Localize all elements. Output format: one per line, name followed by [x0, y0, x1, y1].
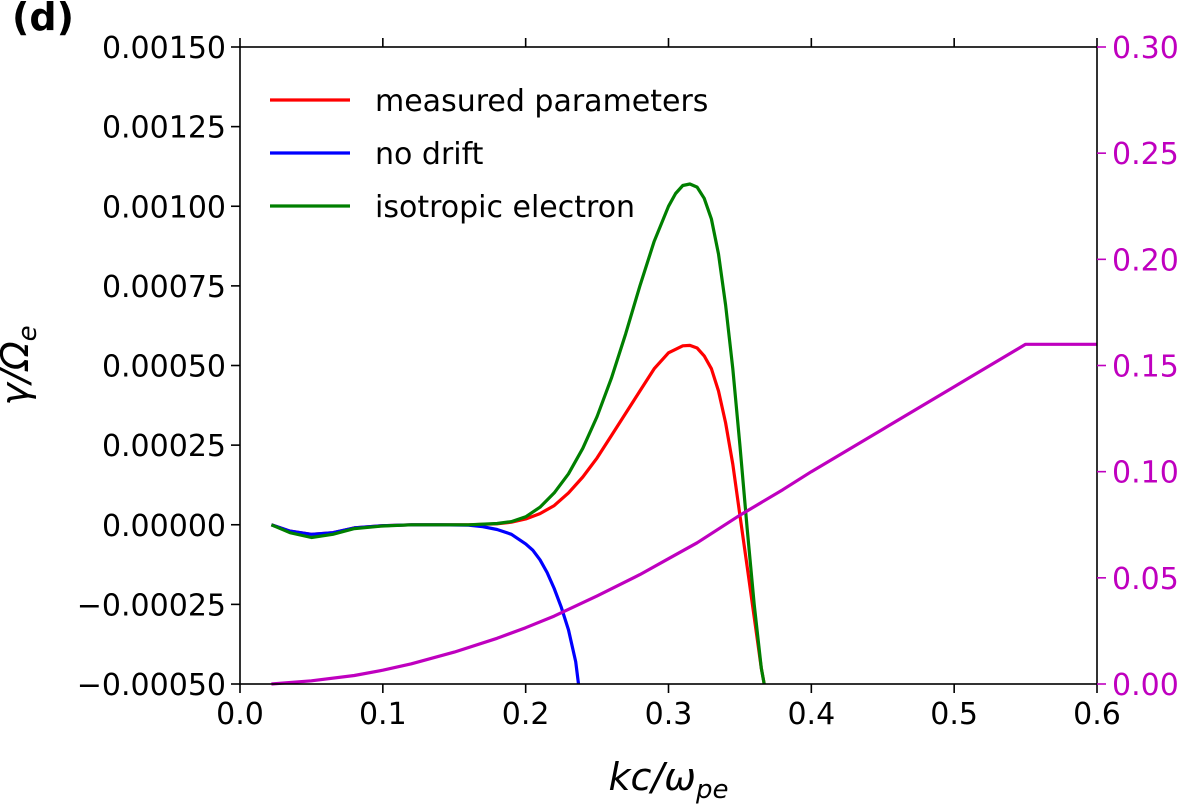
y-axis-label-base: γ/Ω: [0, 341, 37, 405]
x-tick-label: 0.1: [359, 697, 407, 732]
x-axis-label: kc/ωpe: [608, 755, 728, 805]
y-tick-label-right: 0.30: [1112, 31, 1179, 66]
legend: measured parameters no drift isotropic ele…: [270, 84, 708, 225]
x-tick-label: 0.4: [787, 697, 835, 732]
y-tick-label-right: 0.10: [1112, 456, 1179, 491]
y-tick-label-right: 0.00: [1112, 668, 1179, 703]
y-axis-label-subscript: e: [13, 325, 43, 341]
series-line-2: [270, 182, 766, 685]
x-tick-label: 0.3: [645, 697, 693, 732]
x-tick-label: 0.6: [1073, 697, 1121, 732]
y-tick-label: 0.00050: [102, 350, 226, 385]
y-tick-label-right: 0.25: [1112, 137, 1179, 172]
y-tick-label-right: 0.20: [1112, 243, 1179, 278]
y-tick-label: 0.00125: [102, 111, 226, 146]
legend-label-2: isotropic electron: [375, 190, 635, 225]
panel-label: (d): [12, 0, 74, 39]
y-tick-label: −0.00050: [77, 668, 226, 703]
series-line-0: [270, 343, 766, 685]
series-line-3: [271, 342, 1097, 686]
y-tick-label-right: 0.15: [1112, 350, 1179, 385]
y-axis-label: γ/Ωe: [0, 325, 43, 405]
y-tick-label: 0.00025: [102, 429, 226, 464]
legend-label-1: no drift: [375, 137, 484, 172]
ticks-layer: 0.0 0.1 0.2 0.3 0.4 0.5 0.6 −0.00050 −0.00025 0.0…: [77, 31, 1179, 732]
x-tick-label: 0.5: [930, 697, 978, 732]
y-tick-label: −0.00025: [77, 588, 226, 623]
y-tick-label-right: 0.05: [1112, 562, 1179, 597]
x-axis-label-subscript: pe: [695, 775, 729, 805]
y-tick-label: 0.00000: [102, 509, 226, 544]
plot-frame: [239, 46, 1098, 685]
legend-label-0: measured parameters: [375, 84, 708, 119]
x-axis-label-base: kc/ω: [608, 755, 696, 799]
series-layer: [270, 182, 1097, 686]
x-tick-label: 0.0: [216, 697, 264, 732]
y-tick-label: 0.00150: [102, 31, 226, 66]
y-tick-label: 0.00075: [102, 270, 226, 305]
y-tick-label: 0.00100: [102, 190, 226, 225]
x-tick-label: 0.2: [502, 697, 550, 732]
